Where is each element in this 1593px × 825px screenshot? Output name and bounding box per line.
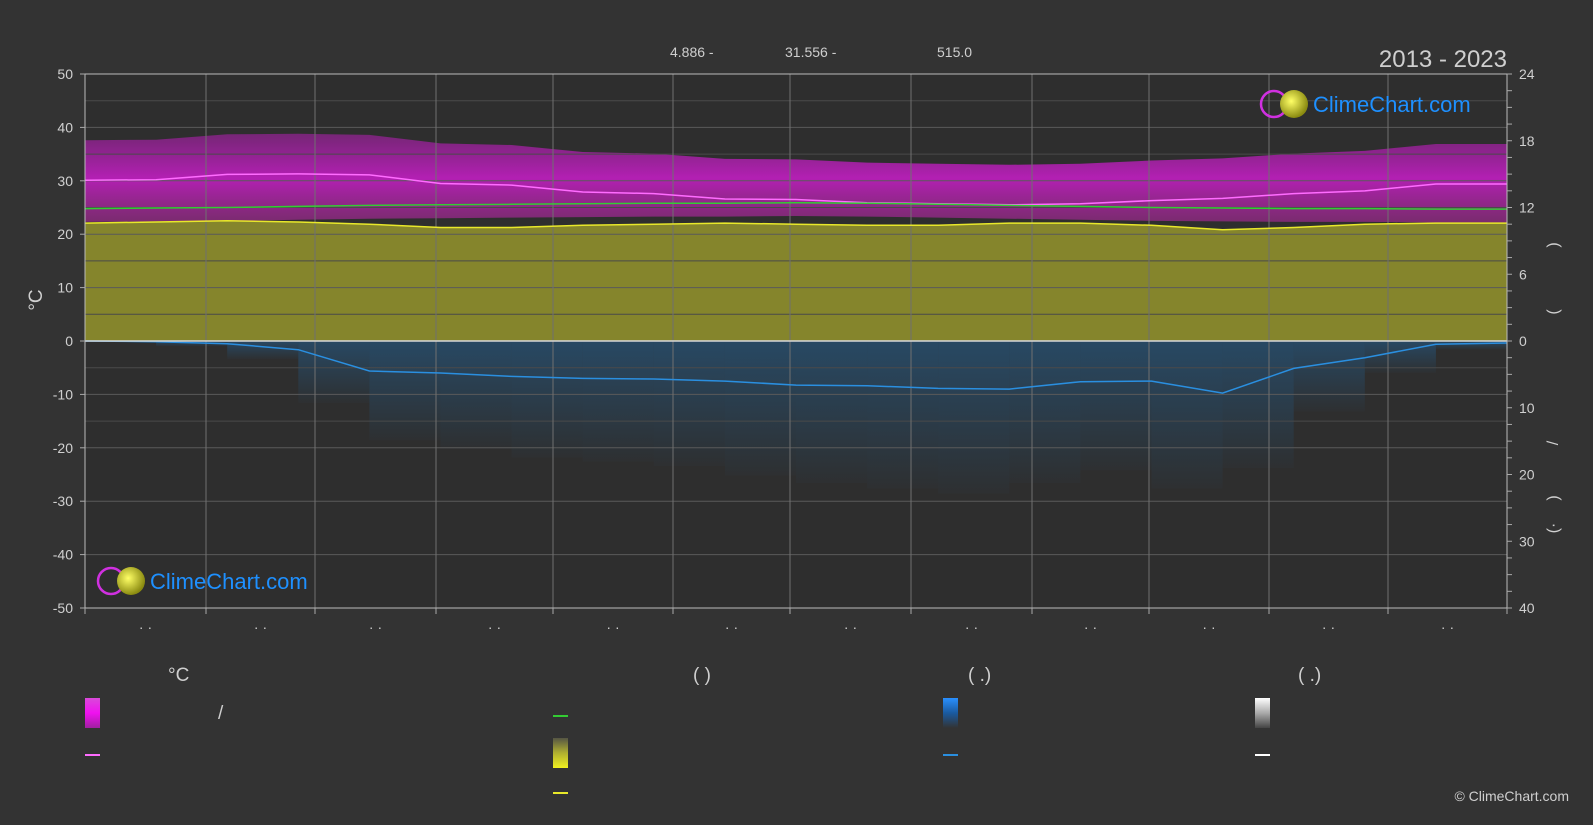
- precipitation-bar: [1009, 341, 1081, 483]
- precipitation-bar: [1293, 341, 1365, 412]
- green-series-line: [84, 201, 1507, 210]
- header-stat-1: 4.886 -: [670, 44, 714, 60]
- precipitation-bar: [867, 341, 939, 489]
- right-top-tick-label: 24: [1519, 66, 1535, 82]
- x-tick-label: · ·: [1084, 619, 1097, 635]
- right-top-tick-label: 0: [1519, 333, 1527, 349]
- left-tick-label: -40: [53, 547, 73, 563]
- x-tick-label: · ·: [965, 619, 978, 635]
- legend-sunshine-swatch: [553, 738, 568, 768]
- left-tick-label: 30: [57, 173, 73, 189]
- legend-col2-heading: ( ): [693, 665, 711, 686]
- axes: 50 40 30 20 10 0 -10 -20 -30 -40 -50 °C 24 18 12 6 0 10 20…: [26, 66, 1562, 635]
- sunshine-line: [84, 220, 1507, 231]
- right-bottom-tick-label: 30: [1519, 533, 1535, 549]
- climate-chart: 50 40 30 20 10 0 -10 -20 -30 -40 -50 °C 24 18 12 6 0 10 20…: [26, 44, 1562, 635]
- legend-sunshine-line: [553, 792, 568, 794]
- right-bottom-tick-label: 40: [1519, 600, 1535, 616]
- precipitation-bar: [938, 341, 1010, 494]
- right-axis-label-fragment: (: [1545, 309, 1562, 315]
- legend-precip-line: [943, 754, 958, 756]
- x-tick-label: · ·: [844, 619, 857, 635]
- precipitation-line: [84, 340, 1508, 394]
- right-axis-label-fragment: /: [1545, 440, 1562, 445]
- right-bottom-tick-label: 10: [1519, 400, 1535, 416]
- x-tick-label: · ·: [369, 619, 382, 635]
- x-tick-label: · ·: [1441, 619, 1454, 635]
- x-tick-label: · ·: [606, 619, 619, 635]
- left-tick-label: 0: [65, 333, 73, 349]
- right-axis-label-fragment: ): [1545, 242, 1562, 247]
- logo-bottom: ClimeChart.com: [96, 566, 308, 596]
- right-axis-label-fragment: ): [1545, 495, 1562, 500]
- right-top-tick-label: 6: [1519, 266, 1527, 282]
- logo-top-text: ClimeChart.com: [1313, 92, 1471, 117]
- precipitation-bar: [582, 341, 654, 462]
- precipitation-bar: [1080, 341, 1152, 471]
- copyright: © ClimeChart.com: [1454, 788, 1569, 804]
- series-lines: [84, 173, 1508, 394]
- precipitation-bar: [298, 341, 370, 403]
- precipitation-bar: [227, 341, 299, 360]
- left-tick-label: 20: [57, 226, 73, 242]
- left-tick-label: -30: [53, 493, 73, 509]
- x-tick-label: · ·: [1202, 619, 1215, 635]
- right-bottom-tick-label: 20: [1519, 467, 1535, 483]
- legend-temp-range-slash: /: [218, 703, 224, 724]
- precipitation-bar: [724, 341, 796, 476]
- left-tick-label: 50: [57, 66, 73, 82]
- precipitation-bar: [1151, 341, 1223, 489]
- legend-green-line: [553, 715, 568, 717]
- x-tick-label: · ·: [254, 619, 267, 635]
- left-tick-label: -10: [53, 386, 73, 402]
- precipitation-bar: [1435, 341, 1507, 350]
- x-tick-label: · ·: [1322, 619, 1335, 635]
- precipitation-bar: [156, 341, 228, 347]
- x-tick-label: · ·: [488, 619, 501, 635]
- header-stat-3: 515.0: [937, 44, 972, 60]
- left-tick-label: -50: [53, 600, 73, 616]
- legend-col4-heading: ( .): [1298, 665, 1322, 686]
- x-tick-label: · ·: [139, 619, 152, 635]
- left-axis-label: °C: [26, 289, 47, 310]
- legend-col1-heading: °C: [168, 665, 190, 686]
- left-tick-label: -20: [53, 440, 73, 456]
- legend-temp-mean-line: [85, 754, 100, 756]
- legend-precip-swatch: [943, 698, 958, 728]
- x-tick-label: · ·: [725, 619, 738, 635]
- right-top-tick-label: 18: [1519, 133, 1535, 149]
- logo-top: ClimeChart.com: [1259, 89, 1471, 119]
- legend-snow-swatch: [1255, 698, 1270, 728]
- right-axis-label-fragment: (·: [1545, 523, 1562, 534]
- precipitation-bar: [796, 341, 868, 483]
- legend-col3-heading: ( .): [968, 665, 992, 686]
- right-top-tick-label: 12: [1519, 200, 1535, 216]
- precipitation-bar: [653, 341, 725, 466]
- left-tick-label: 10: [57, 280, 73, 296]
- period-title: 2013 - 2023: [1379, 46, 1507, 73]
- logo-sun-icon: [1280, 90, 1308, 118]
- precipitation-bar: [1222, 341, 1294, 469]
- legend-snow-line: [1255, 754, 1270, 756]
- left-tick-label: 40: [57, 119, 73, 135]
- temperature-mean-line: [84, 173, 1507, 206]
- legend-temp-range-swatch: [85, 698, 100, 728]
- precipitation-bar: [369, 341, 441, 441]
- logo-sun-icon: [117, 567, 145, 595]
- sunshine-area: [85, 220, 1507, 341]
- header-stat-2: 31.556 -: [785, 44, 837, 60]
- precipitation-bar: [440, 341, 512, 449]
- precipitation-bar: [511, 341, 583, 458]
- logo-bottom-text: ClimeChart.com: [150, 569, 308, 594]
